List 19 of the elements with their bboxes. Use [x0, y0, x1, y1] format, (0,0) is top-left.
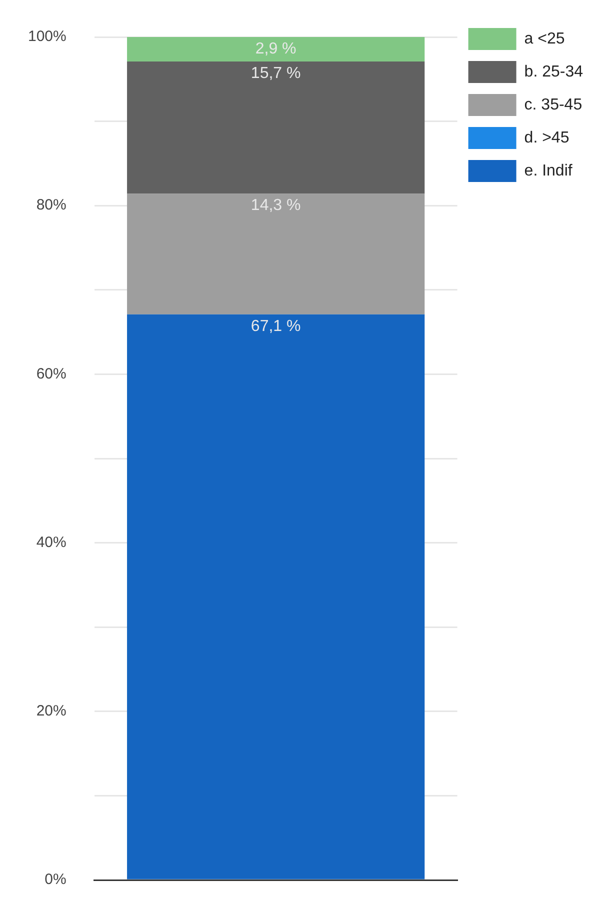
data-label: 14,3 %	[250, 197, 301, 214]
data-label: 67,1 %	[250, 318, 301, 335]
legend-label: b. 25-34	[524, 63, 584, 80]
bar	[127, 61, 425, 194]
legend-label: e. Indif	[524, 162, 573, 180]
bar	[127, 194, 425, 314]
data-label: 15,7 %	[250, 64, 301, 82]
legend-label: d. >45	[524, 129, 570, 146]
y-tick-label: 0%	[44, 871, 66, 888]
y-tick-label: 60%	[36, 365, 66, 382]
legend-label: a <25	[524, 30, 565, 48]
bar	[127, 37, 425, 62]
y-tick-label: 100%	[28, 28, 66, 46]
legend-label: c. 35-45	[524, 96, 582, 114]
bar	[127, 314, 425, 880]
y-tick-label: 20%	[36, 702, 66, 720]
y-tick-label: 80%	[36, 196, 66, 214]
data-label: 2,9 %	[255, 40, 296, 58]
y-tick-label: 40%	[36, 534, 66, 551]
